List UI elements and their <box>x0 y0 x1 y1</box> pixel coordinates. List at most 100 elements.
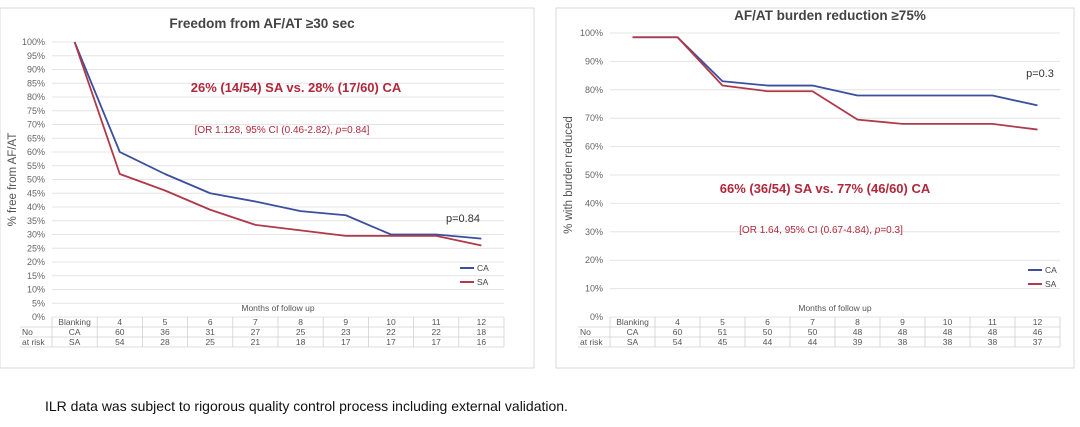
y-tick-label: 45% <box>27 188 45 198</box>
y-tick-label: 50% <box>27 175 45 185</box>
risk-cell: 48 <box>898 327 908 337</box>
x-tick-label: 9 <box>343 317 348 327</box>
risk-row-name: SA <box>627 337 639 347</box>
risk-cell: 48 <box>988 327 998 337</box>
y-tick-label: 55% <box>27 161 45 171</box>
risk-cell: 38 <box>988 337 998 347</box>
risk-row-name: CA <box>69 327 81 337</box>
y-tick-label: 40% <box>27 202 45 212</box>
risk-cell: 44 <box>763 337 773 347</box>
y-tick-label: 90% <box>585 56 603 66</box>
x-tick-label: 7 <box>253 317 258 327</box>
risk-row-name: CA <box>627 327 639 337</box>
risk-table-label: at risk <box>580 337 603 347</box>
series-line-sa <box>73 41 482 247</box>
risk-cell: 54 <box>115 337 125 347</box>
chart-panel-border <box>555 7 1075 369</box>
chart-burden-reduction: AF/AT burden reduction ≥75% 0% 10% 20% 30% 40… <box>555 7 1075 369</box>
chart-title: Freedom from AF/AT ≥30 sec <box>169 16 355 31</box>
risk-cell: 37 <box>1033 337 1043 347</box>
risk-cell: 17 <box>341 337 351 347</box>
y-tick-label: 95% <box>27 51 45 61</box>
x-tick-label: Blanking <box>58 317 91 327</box>
x-tick-label: 11 <box>988 317 997 327</box>
x-tick-label: Blanking <box>616 317 649 327</box>
y-tick-label: 65% <box>27 133 45 143</box>
y-tick-label: 0% <box>32 312 45 322</box>
x-tick-label: 12 <box>477 317 487 327</box>
annotation-odds-ratio: [OR 1.128, 95% CI (0.46-2.82), p=0.84] <box>195 125 370 136</box>
risk-table-label: at risk <box>22 337 45 347</box>
risk-cell: 46 <box>1033 327 1043 337</box>
x-tick-label: 9 <box>900 317 905 327</box>
y-axis-label: % free from AF/AT <box>7 133 19 227</box>
y-tick-label: 10% <box>585 284 603 294</box>
x-axis-label: Months of follow up <box>798 303 872 313</box>
odds-ratio-suffix: =0.3] <box>880 225 903 236</box>
x-tick-label: 8 <box>855 317 860 327</box>
odds-ratio-p: p <box>335 125 342 136</box>
risk-cell: 17 <box>386 337 396 347</box>
risk-cell: 36 <box>160 327 170 337</box>
risk-cell: 25 <box>205 337 215 347</box>
risk-cell: 22 <box>386 327 396 337</box>
legend-label: CA <box>1045 265 1057 275</box>
series-line-ca <box>632 36 1038 107</box>
odds-ratio-prefix: [OR 1.64, 95% CI (0.67-4.84), <box>739 225 875 236</box>
y-tick-label: 35% <box>27 216 45 226</box>
x-axis-label: Months of follow up <box>241 303 315 313</box>
risk-cell: 21 <box>251 337 261 347</box>
legend-label: SA <box>1045 279 1057 289</box>
annotation-headline: 26% (14/54) SA vs. 28% (17/60) CA <box>191 80 402 95</box>
y-tick-label: 10% <box>27 285 45 295</box>
y-tick-label: 30% <box>27 230 45 240</box>
x-tick-label: 4 <box>675 317 680 327</box>
y-tick-label: 70% <box>585 113 603 123</box>
footnote: ILR data was subject to rigorous quality… <box>45 398 568 414</box>
annotation-odds-ratio: [OR 1.64, 95% CI (0.67-4.84), p=0.3] <box>739 225 903 236</box>
y-tick-label: 100% <box>22 37 45 47</box>
x-tick-label: 4 <box>117 317 122 327</box>
x-tick-label: 6 <box>765 317 770 327</box>
x-tick-label: 7 <box>810 317 815 327</box>
risk-row-name: SA <box>69 337 81 347</box>
y-tick-label: 90% <box>27 65 45 75</box>
y-tick-label: 85% <box>27 78 45 88</box>
legend-label: CA <box>477 263 489 273</box>
x-tick-label: 5 <box>163 317 168 327</box>
risk-cell: 38 <box>943 337 953 347</box>
risk-cell: 27 <box>251 327 261 337</box>
risk-cell: 17 <box>431 337 441 347</box>
risk-cell: 51 <box>718 327 728 337</box>
y-tick-label: 5% <box>32 298 45 308</box>
x-tick-label: 10 <box>386 317 396 327</box>
y-tick-label: 25% <box>27 243 45 253</box>
odds-ratio-suffix: =0.84] <box>341 125 369 136</box>
legend-label: SA <box>477 277 489 287</box>
series-line-ca <box>73 41 482 240</box>
y-tick-label: 40% <box>585 198 603 208</box>
risk-cell: 22 <box>431 327 441 337</box>
risk-cell: 16 <box>477 337 487 347</box>
risk-cell: 44 <box>808 337 818 347</box>
risk-cell: 18 <box>477 327 487 337</box>
x-tick-label: 12 <box>1033 317 1043 327</box>
x-tick-label: 5 <box>720 317 725 327</box>
risk-cell: 28 <box>160 337 170 347</box>
risk-cell: 31 <box>205 327 215 337</box>
risk-table-label: No <box>580 327 591 337</box>
y-tick-label: 50% <box>585 170 603 180</box>
risk-cell: 60 <box>115 327 125 337</box>
odds-ratio-prefix: [OR 1.128, 95% CI (0.46-2.82), <box>195 125 336 136</box>
x-tick-label: 8 <box>298 317 303 327</box>
y-axis-label: % with burden reduced <box>563 116 575 234</box>
y-tick-label: 75% <box>27 106 45 116</box>
y-tick-label: 60% <box>27 147 45 157</box>
risk-cell: 39 <box>853 337 863 347</box>
chart-title: AF/AT burden reduction ≥75% <box>734 8 926 23</box>
risk-cell: 60 <box>673 327 683 337</box>
y-tick-label: 20% <box>585 255 603 265</box>
y-tick-label: 15% <box>27 271 45 281</box>
y-tick-label: 60% <box>585 142 603 152</box>
